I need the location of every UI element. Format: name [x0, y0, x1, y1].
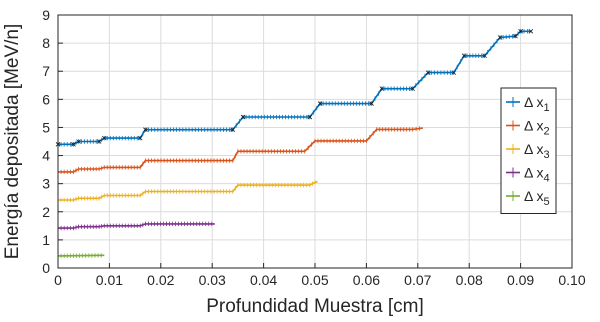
legend-label-subscript: 5 [543, 196, 549, 208]
data-marker [230, 127, 236, 132]
data-marker [528, 29, 534, 34]
x-tick-label: 0.07 [404, 272, 431, 288]
series-5 [57, 253, 105, 259]
y-axis-label: Energía depositada [MeV/n] [2, 24, 23, 260]
data-marker [513, 33, 518, 39]
legend-label: Δ x4 [524, 165, 550, 185]
series-line [57, 254, 105, 257]
legend-label-subscript: 4 [543, 173, 549, 185]
legend-entry-4: Δ x4 [506, 165, 550, 185]
y-tick-label: 0 [42, 260, 50, 276]
data-marker [101, 135, 107, 141]
y-tick-labels: 0 1 2 3 4 5 6 7 8 9 [42, 7, 50, 276]
y-tick-label: 9 [42, 7, 50, 23]
x-tick-label: 0 [54, 272, 62, 288]
data-marker [76, 139, 81, 144]
data-marker [307, 114, 313, 120]
legend-box [500, 87, 557, 214]
legend-label: Δ x2 [524, 118, 550, 138]
data-marker [410, 86, 415, 91]
x-tick-label: 0.02 [147, 272, 174, 288]
legend-entry-5: Δ x5 [506, 188, 550, 208]
data-marker [71, 142, 76, 147]
legend-entry-2: Δ x2 [506, 118, 550, 138]
x-tick-label: 0.09 [507, 272, 534, 288]
data-marker [369, 101, 374, 106]
legend-entry-1: Δ x1 [506, 94, 550, 114]
data-marker [143, 127, 148, 132]
data-marker [379, 86, 385, 91]
data-marker [518, 29, 523, 34]
legend-entry-3: Δ x3 [506, 141, 550, 161]
x-tick-label: 0.05 [301, 272, 328, 288]
legend-label-subscript: 2 [543, 126, 549, 138]
series-1 [55, 29, 534, 147]
data-marker [96, 139, 102, 144]
x-tick-label: 0.03 [199, 272, 226, 288]
y-tick-label: 7 [42, 63, 50, 79]
x-tick-labels: 0 0.01 0.02 0.03 0.04 0.05 0.06 0.07 0.08 0.09 0.1… [54, 272, 586, 288]
data-marker [461, 53, 467, 59]
data-marker [240, 114, 246, 120]
x-tick-label: 0.04 [250, 272, 277, 288]
data-marker [137, 135, 143, 141]
data-marker [451, 70, 457, 75]
data-marker [425, 70, 431, 75]
x-tick-label: 0.10 [558, 272, 585, 288]
y-tick-label: 6 [42, 91, 50, 107]
data-marker [482, 53, 487, 59]
data-marker [317, 101, 323, 106]
series-3 [57, 180, 318, 203]
legend-label-subscript: 1 [543, 102, 549, 114]
plot-frame [57, 14, 573, 269]
x-axis-label: Profundidad Muestra [cm] [206, 296, 424, 317]
x-tick-label: 0.06 [353, 272, 380, 288]
legend-label: Δ x1 [524, 94, 550, 114]
legend-label: Δ x3 [524, 141, 550, 161]
y-tick-label: 2 [42, 204, 50, 220]
y-tick-label: 3 [42, 176, 50, 192]
y-tick-label: 5 [42, 119, 50, 135]
legend-label-subscript: 3 [543, 149, 549, 161]
legend: Δ x1 Δ x2 Δ x3 Δ x4 Δ x5 [500, 87, 557, 214]
data-marker [497, 35, 503, 40]
y-tick-label: 8 [42, 35, 50, 51]
y-tick-label: 1 [42, 232, 50, 248]
y-tick-label: 4 [42, 148, 50, 164]
x-tick-label: 0.01 [96, 272, 123, 288]
x-tick-label: 0.08 [456, 272, 483, 288]
legend-label: Δ x5 [524, 188, 550, 208]
